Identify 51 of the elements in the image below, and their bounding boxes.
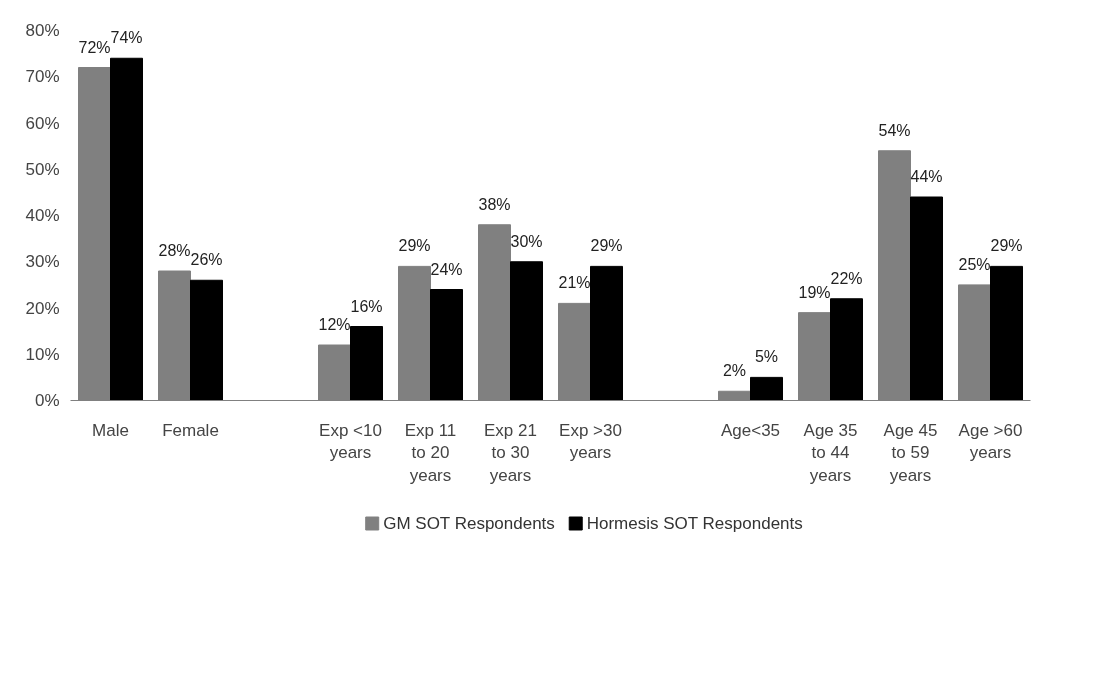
x-tick-label: Age 45 to 59 years: [883, 420, 938, 486]
bar: [110, 57, 143, 401]
bar: [350, 326, 383, 401]
data-label: 28%: [158, 242, 191, 259]
y-tick-label: 40%: [25, 206, 60, 225]
bar: [430, 289, 463, 401]
x-tick-label: Age<35: [720, 420, 781, 440]
data-label: 30%: [510, 232, 543, 250]
data-label: 29%: [590, 237, 623, 255]
data-label: 26%: [190, 251, 223, 269]
y-tick-label: 0%: [34, 391, 60, 410]
bar: [190, 279, 223, 401]
x-tick-label: Age 35 to 44 years: [803, 420, 858, 486]
bar: [510, 261, 543, 401]
data-label: 24%: [430, 260, 463, 278]
x-tick-label: Male: [92, 420, 129, 440]
y-tick-label: 30%: [25, 252, 60, 272]
data-label: 74%: [110, 29, 143, 47]
data-label: 19%: [798, 283, 831, 301]
y-tick-label: 10%: [25, 344, 60, 364]
bar: [910, 196, 943, 401]
data-label: 12%: [318, 316, 351, 333]
bar: [990, 265, 1023, 401]
data-label: 21%: [558, 274, 591, 292]
y-tick-label: 50%: [25, 159, 60, 179]
data-label: 29%: [398, 237, 431, 255]
data-label: 25%: [958, 255, 991, 273]
y-tick-label: 60%: [25, 113, 60, 133]
data-label: 22%: [830, 269, 863, 287]
data-label: 29%: [990, 237, 1023, 255]
y-tick-label: 20%: [25, 298, 60, 318]
data-label: 44%: [910, 168, 943, 185]
x-tick-label: Age >60 years: [958, 420, 1023, 463]
x-tick-label: Exp <10 years: [319, 420, 382, 463]
data-label: 72%: [78, 38, 111, 56]
x-tick-label: Female: [162, 420, 219, 440]
data-label: 54%: [878, 121, 911, 139]
y-tick-label: 80%: [25, 21, 60, 40]
data-label: 38%: [478, 195, 511, 213]
bar: [590, 265, 623, 401]
x-tick-label: Exp >30 years: [559, 420, 622, 463]
bar: [830, 298, 863, 401]
x-tick-label: Exp 21 to 30 years: [484, 420, 537, 486]
bar: [750, 376, 783, 401]
data-label: 16%: [350, 297, 383, 315]
legend-label: Hormesis SOT Respondents: [586, 514, 803, 533]
y-tick-label: 70%: [25, 67, 60, 87]
data-label: 5%: [754, 348, 779, 366]
x-tick-label: Exp 11 to 20 years: [404, 420, 457, 486]
legend-label: GM SOT Respondents: [383, 514, 555, 533]
data-label: 2%: [722, 362, 747, 380]
